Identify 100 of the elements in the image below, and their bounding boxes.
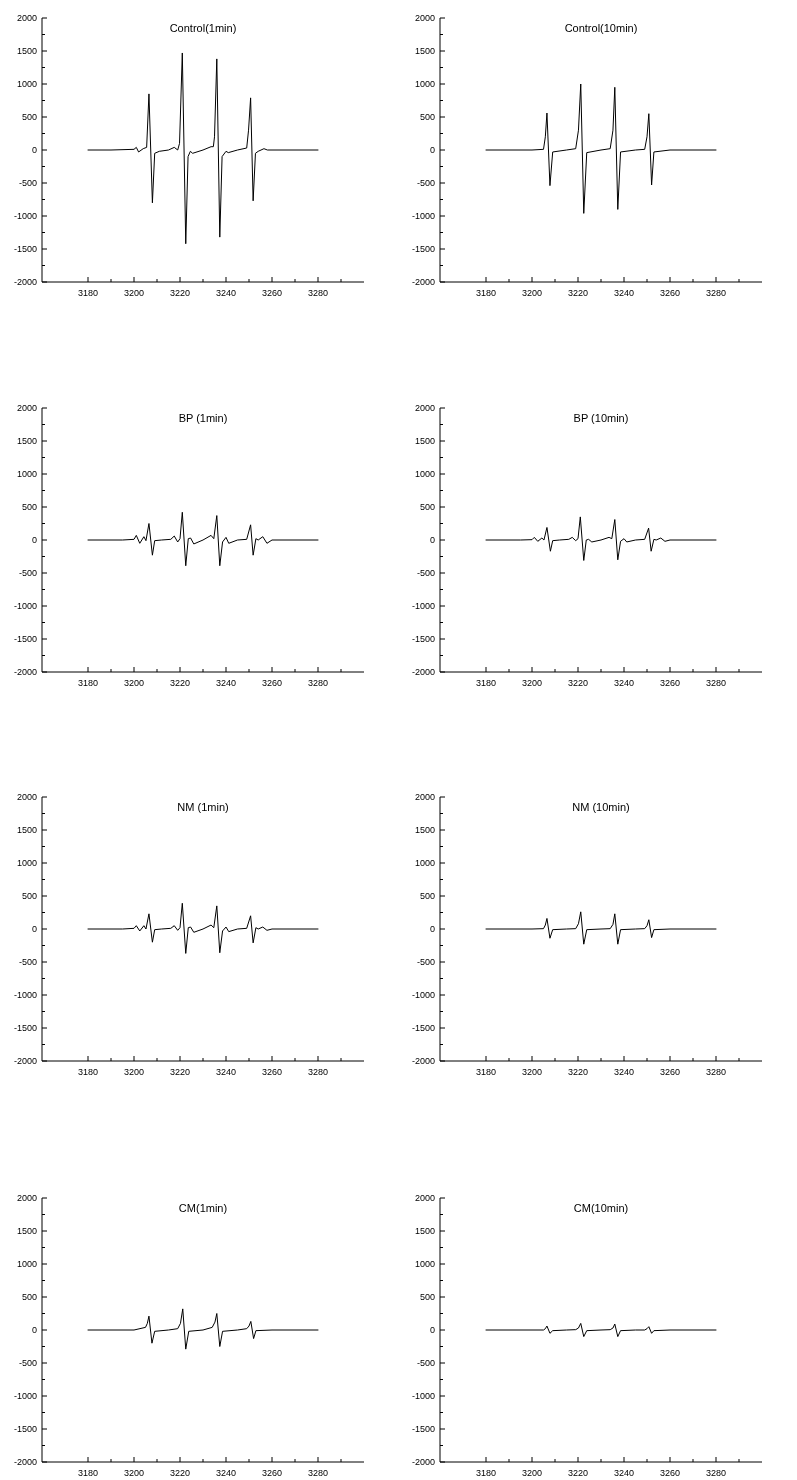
x-tick-label: 3240 <box>215 1468 237 1478</box>
x-tick-label: 3240 <box>613 678 635 688</box>
x-tick-label: 3260 <box>659 1468 681 1478</box>
x-tick-label: 3200 <box>521 678 543 688</box>
x-tick-label: 3240 <box>215 678 237 688</box>
chart-title: Control(1min) <box>169 22 237 34</box>
x-tick-label: 3260 <box>261 1468 283 1478</box>
y-tick-label: 1000 <box>16 1259 37 1270</box>
x-tick-label: 3220 <box>567 1067 589 1077</box>
y-tick-label: -500 <box>18 568 37 579</box>
y-tick-label: 500 <box>419 502 435 513</box>
x-tick-label: 3280 <box>705 1067 727 1077</box>
x-tick-label: 3220 <box>169 1468 191 1478</box>
y-tick-label: 1000 <box>414 858 435 869</box>
y-tick-label: -1500 <box>411 244 435 255</box>
x-tick-label: 3280 <box>307 1067 329 1077</box>
y-tick-label: 2000 <box>16 403 37 414</box>
y-tick-label: -1500 <box>411 1023 435 1034</box>
y-tick-label: -500 <box>18 957 37 968</box>
y-tick-label: -2000 <box>13 277 37 288</box>
y-tick-label: 1500 <box>414 1226 435 1237</box>
y-tick-label: 500 <box>419 1292 435 1303</box>
x-tick-label: 3260 <box>659 288 681 298</box>
y-tick-label: -500 <box>416 178 435 189</box>
x-tick-label: 3220 <box>169 678 191 688</box>
y-tick-label: -1000 <box>13 601 37 612</box>
y-tick-label: 500 <box>21 891 37 902</box>
line-series <box>485 911 717 945</box>
x-tick-label: 3200 <box>123 1468 145 1478</box>
x-tick-label: 3240 <box>215 1067 237 1077</box>
y-tick-label: 500 <box>419 112 435 123</box>
x-tick-label: 3180 <box>77 288 99 298</box>
line-series <box>87 511 319 567</box>
line-series <box>87 902 319 954</box>
y-tick-label: 2000 <box>16 792 37 803</box>
x-tick-label: 3220 <box>169 288 191 298</box>
y-tick-label: 0 <box>31 924 37 935</box>
y-tick-label: 2000 <box>414 403 435 414</box>
y-tick-label: 1000 <box>414 469 435 480</box>
x-tick-label: 3240 <box>613 1067 635 1077</box>
y-tick-label: -2000 <box>13 1457 37 1468</box>
y-tick-label: -2000 <box>411 1457 435 1468</box>
y-tick-label: -2000 <box>13 667 37 678</box>
y-tick-label: 0 <box>31 145 37 156</box>
y-tick-label: 0 <box>429 145 435 156</box>
y-tick-label: 1000 <box>16 469 37 480</box>
y-tick-label: 1000 <box>16 858 37 869</box>
x-tick-label: 3200 <box>123 1067 145 1077</box>
y-tick-label: 1500 <box>16 436 37 447</box>
y-tick-label: -500 <box>416 568 435 579</box>
chart-title: NM (1min) <box>177 801 229 813</box>
y-tick-label: 1000 <box>414 1259 435 1270</box>
x-tick-label: 3240 <box>613 1468 635 1478</box>
y-tick-label: -1000 <box>13 211 37 222</box>
x-tick-label: 3280 <box>307 288 329 298</box>
y-tick-label: 500 <box>21 502 37 513</box>
x-tick-label: 3200 <box>521 288 543 298</box>
x-tick-label: 3200 <box>123 288 145 298</box>
y-tick-label: -1000 <box>13 990 37 1001</box>
chart-title: NM (10min) <box>572 801 630 813</box>
chart-title: CM(1min) <box>178 1202 228 1214</box>
y-tick-label: -2000 <box>13 1056 37 1067</box>
x-tick-label: 3220 <box>567 288 589 298</box>
x-tick-label: 3280 <box>705 678 727 688</box>
y-tick-label: -1500 <box>411 1424 435 1435</box>
y-tick-label: 1500 <box>16 46 37 57</box>
line-series <box>485 1322 717 1338</box>
y-tick-label: 2000 <box>414 13 435 24</box>
x-tick-label: 3180 <box>77 1067 99 1077</box>
y-tick-label: -1000 <box>411 601 435 612</box>
x-tick-label: 3200 <box>521 1468 543 1478</box>
y-tick-label: 500 <box>21 112 37 123</box>
chart-title: BP (1min) <box>178 412 228 424</box>
y-tick-label: -1000 <box>411 1391 435 1402</box>
chart-title: CM(10min) <box>573 1202 629 1214</box>
y-tick-label: -2000 <box>411 277 435 288</box>
y-tick-label: -1500 <box>13 1424 37 1435</box>
y-tick-label: -2000 <box>411 1056 435 1067</box>
y-tick-label: -1000 <box>13 1391 37 1402</box>
x-tick-label: 3180 <box>475 1067 497 1077</box>
y-tick-label: 2000 <box>16 13 37 24</box>
y-tick-label: 1500 <box>16 1226 37 1237</box>
x-tick-label: 3200 <box>521 1067 543 1077</box>
x-tick-label: 3280 <box>705 1468 727 1478</box>
y-tick-label: 0 <box>31 535 37 546</box>
x-tick-label: 3260 <box>659 678 681 688</box>
x-tick-label: 3200 <box>123 678 145 688</box>
y-tick-label: 1000 <box>16 79 37 90</box>
chart-title: Control(10min) <box>564 22 638 34</box>
line-series <box>87 52 319 245</box>
y-tick-label: -1000 <box>411 990 435 1001</box>
y-tick-label: -500 <box>18 178 37 189</box>
x-tick-label: 3240 <box>613 288 635 298</box>
y-tick-label: 1500 <box>414 825 435 836</box>
y-tick-label: 0 <box>429 1325 435 1336</box>
x-tick-label: 3260 <box>261 1067 283 1077</box>
y-tick-label: -2000 <box>411 667 435 678</box>
y-tick-label: 0 <box>31 1325 37 1336</box>
x-tick-label: 3180 <box>475 288 497 298</box>
y-tick-label: 1000 <box>414 79 435 90</box>
